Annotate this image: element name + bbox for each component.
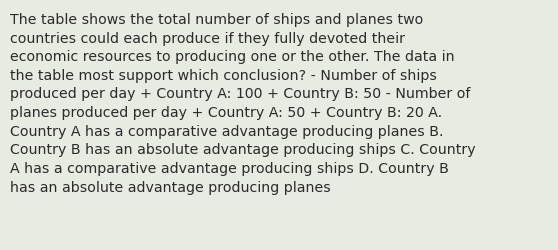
Text: The table shows the total number of ships and planes two
countries could each pr: The table shows the total number of ship… bbox=[10, 13, 475, 194]
